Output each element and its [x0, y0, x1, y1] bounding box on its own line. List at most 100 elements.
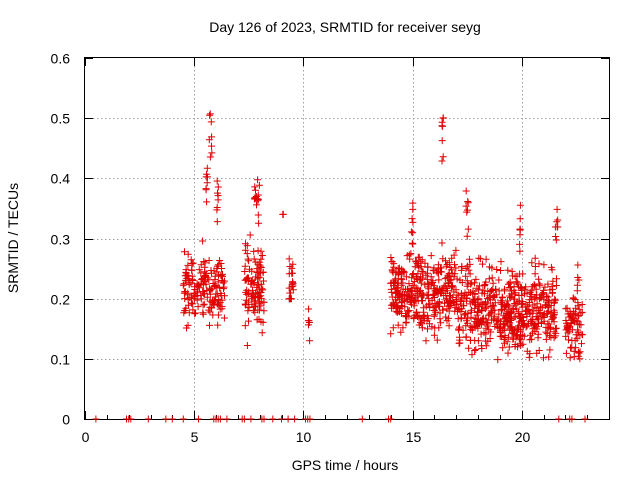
data-point: [433, 336, 441, 344]
data-point: [504, 311, 512, 319]
data-point: [540, 289, 548, 297]
data-point: [525, 320, 532, 328]
data-point: [456, 333, 463, 341]
data-point: [471, 296, 479, 304]
data-point: [401, 290, 408, 298]
data-point: [533, 323, 541, 331]
data-point: [408, 274, 416, 282]
data-point: [304, 317, 312, 325]
data-point: [515, 318, 523, 326]
data-point: [197, 291, 205, 299]
data-point: [524, 302, 532, 310]
data-point: [242, 276, 250, 284]
data-point: [214, 183, 222, 191]
data-point: [260, 307, 268, 315]
data-point: [404, 307, 412, 315]
data-point: [478, 307, 486, 315]
data-point: [434, 300, 442, 308]
data-point: [505, 333, 513, 341]
data-point: [452, 297, 460, 305]
data-points: [92, 110, 589, 423]
data-point: [203, 179, 211, 187]
data-point: [253, 316, 261, 324]
data-point: [470, 295, 478, 303]
data-point: [466, 322, 474, 330]
data-point: [180, 280, 188, 288]
data-point: [570, 295, 578, 303]
data-point: [482, 305, 490, 313]
data-point: [244, 255, 252, 263]
data-point: [479, 260, 486, 268]
data-point: [464, 206, 471, 214]
data-point: [444, 298, 452, 306]
data-point: [514, 310, 522, 317]
data-point: [243, 250, 251, 258]
data-point: [567, 312, 575, 320]
data-point: [573, 335, 581, 343]
data-point: [247, 280, 255, 288]
data-point: [199, 237, 207, 245]
data-point: [501, 287, 508, 295]
data-point: [550, 328, 558, 336]
data-point: [533, 349, 541, 357]
data-point: [511, 295, 518, 303]
data-point: [251, 183, 259, 191]
data-point: [414, 276, 422, 283]
data-point: [215, 301, 223, 309]
data-point: [499, 294, 507, 302]
data-point: [493, 266, 501, 273]
y-tick-label: 0.3: [51, 232, 71, 248]
x-tick-labels: 0 5 10 15 20: [82, 429, 531, 445]
data-point: [220, 285, 227, 293]
data-point: [216, 415, 224, 423]
data-point: [399, 279, 407, 287]
data-point: [551, 298, 558, 306]
data-point: [482, 315, 490, 323]
data-point: [515, 283, 523, 291]
data-point: [218, 296, 226, 304]
data-point: [438, 137, 446, 145]
data-point: [221, 277, 228, 285]
data-point: [199, 310, 207, 318]
data-point: [525, 305, 533, 313]
data-point: [181, 288, 189, 296]
data-point: [185, 309, 193, 317]
data-point: [497, 267, 504, 274]
data-point: [437, 289, 444, 297]
data-point: [540, 261, 548, 269]
data-point: [254, 275, 262, 283]
data-point: [443, 317, 451, 325]
data-point: [567, 320, 575, 328]
data-point: [402, 273, 410, 281]
data-point: [424, 325, 431, 333]
data-point: [489, 279, 497, 287]
data-point: [203, 198, 211, 206]
data-point: [531, 270, 539, 278]
data-point: [208, 149, 216, 157]
data-point: [197, 261, 205, 269]
data-point: [543, 330, 551, 338]
data-point: [184, 321, 192, 329]
data-point: [418, 256, 426, 264]
data-point: [181, 307, 189, 315]
data-point: [427, 273, 435, 281]
data-point: [513, 278, 521, 286]
data-point: [505, 343, 513, 351]
data-point: [242, 240, 249, 248]
data-point: [203, 164, 211, 172]
x-tick-label: 5: [191, 429, 199, 445]
y-tick-label: 0.5: [51, 111, 71, 127]
data-point: [485, 275, 493, 283]
data-point: [438, 157, 446, 165]
data-point: [259, 318, 267, 326]
data-point: [519, 299, 527, 307]
data-point: [405, 280, 413, 288]
data-point: [205, 136, 213, 144]
data-point: [390, 260, 398, 268]
data-point: [288, 269, 296, 277]
data-point: [539, 289, 547, 297]
data-point: [540, 354, 547, 362]
data-point: [452, 246, 460, 254]
data-point: [306, 337, 314, 345]
data-point: [255, 181, 263, 189]
